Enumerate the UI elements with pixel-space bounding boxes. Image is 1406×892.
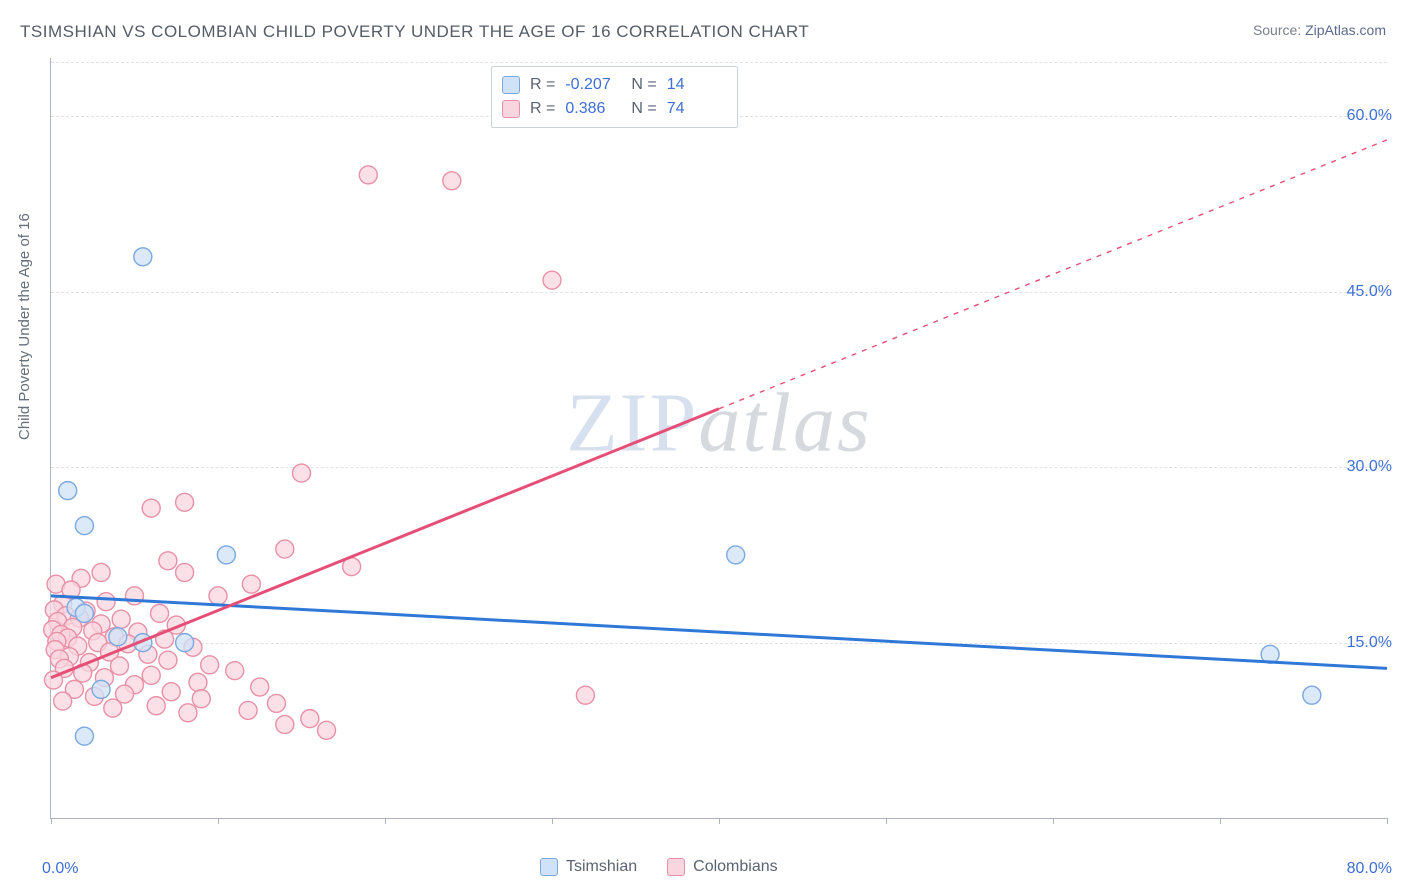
legend-swatch bbox=[502, 100, 520, 118]
legend-swatch bbox=[502, 76, 520, 94]
legend-r-value: 0.386 bbox=[565, 100, 621, 118]
x-tick-min: 0.0% bbox=[42, 860, 78, 878]
y-axis-label: Child Poverty Under the Age of 16 bbox=[16, 213, 33, 440]
chart-svg bbox=[51, 58, 1387, 818]
x-tick bbox=[385, 818, 386, 824]
source-link[interactable]: ZipAtlas.com bbox=[1305, 22, 1386, 38]
chart-title: TSIMSHIAN VS COLOMBIAN CHILD POVERTY UND… bbox=[20, 22, 809, 42]
legend-series: Tsimshian Colombians bbox=[540, 858, 778, 876]
x-tick bbox=[1220, 818, 1221, 824]
x-tick bbox=[719, 818, 720, 824]
legend-r-value: -0.207 bbox=[565, 76, 621, 94]
legend-swatch bbox=[540, 858, 558, 876]
legend-r-label: R = bbox=[530, 100, 555, 118]
legend-n-value: 74 bbox=[667, 100, 723, 118]
plot-area: ZIPatlas R =-0.207N =14R =0.386N =74 bbox=[50, 58, 1387, 819]
source-credit: Source: ZipAtlas.com bbox=[1253, 22, 1386, 38]
x-tick bbox=[218, 818, 219, 824]
legend-label: Tsimshian bbox=[566, 858, 637, 876]
legend-label: Colombians bbox=[693, 858, 777, 876]
legend-row: R = -0.207 N = 14 bbox=[502, 73, 723, 97]
x-tick-max: 80.0% bbox=[1347, 860, 1392, 878]
legend-row: R = 0.386 N = 74 bbox=[502, 97, 723, 121]
legend-item: Colombians bbox=[667, 858, 777, 876]
legend-correlation: R = -0.207 N = 14 R = 0.386 N = 74 bbox=[491, 66, 738, 128]
legend-r-label: R = bbox=[530, 76, 555, 94]
x-tick bbox=[1387, 818, 1388, 824]
x-tick bbox=[51, 818, 52, 824]
legend-swatch bbox=[667, 858, 685, 876]
x-tick bbox=[886, 818, 887, 824]
y-tick-label: 15.0% bbox=[1347, 634, 1392, 652]
x-tick bbox=[1053, 818, 1054, 824]
y-tick-label: 60.0% bbox=[1347, 107, 1392, 125]
y-tick-label: 45.0% bbox=[1347, 283, 1392, 301]
legend-item: Tsimshian bbox=[540, 858, 637, 876]
legend-n-label: N = bbox=[631, 76, 656, 94]
legend-n-value: 14 bbox=[667, 76, 723, 94]
source-label: Source: bbox=[1253, 22, 1301, 38]
y-tick-label: 30.0% bbox=[1347, 458, 1392, 476]
legend-n-label: N = bbox=[631, 100, 656, 118]
x-tick bbox=[552, 818, 553, 824]
